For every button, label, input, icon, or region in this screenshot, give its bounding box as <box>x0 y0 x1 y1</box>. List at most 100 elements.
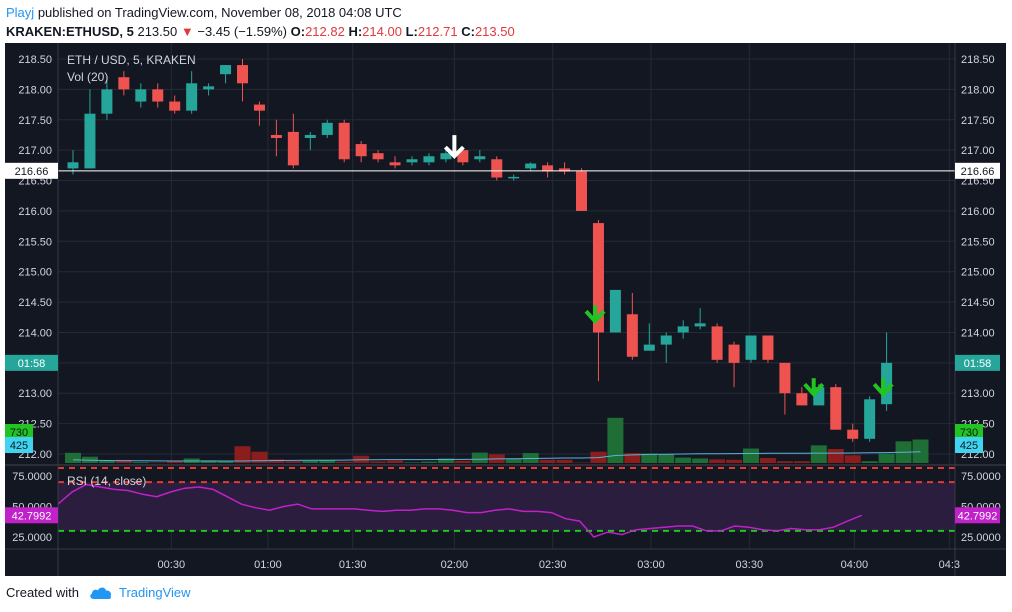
price-tick-left: 215.50 <box>18 236 52 248</box>
volume-bar <box>132 462 149 463</box>
candle-body <box>440 153 452 160</box>
rsi-tick-left: 75.0000 <box>12 471 52 483</box>
time-tick: 02:30 <box>539 559 567 571</box>
price-tick-left: 214.00 <box>18 327 52 339</box>
vol-ma-label-left: 425 <box>10 440 28 452</box>
candle-body <box>253 104 265 111</box>
rsi-value-label-left-bg <box>5 507 58 524</box>
volume-bar <box>302 460 319 463</box>
signal-markers <box>443 135 894 398</box>
symbol-label: KRAKEN:ETHUSD, 5 <box>6 24 134 39</box>
candle-body <box>474 156 486 160</box>
countdown-label-right-bg <box>955 354 1000 371</box>
close-value: 213.50 <box>474 24 515 39</box>
publish-line: Playj published on TradingView.com, Nove… <box>6 3 1006 22</box>
change-value: −3.45 (−1.59%) <box>197 24 287 39</box>
volume-bar <box>844 455 861 463</box>
candle-body <box>118 77 130 90</box>
candle-body <box>813 387 825 406</box>
candle-body <box>745 335 757 360</box>
price-tick-left: 215.00 <box>18 267 52 279</box>
volume-bar <box>370 461 387 463</box>
candle-body <box>592 223 604 333</box>
volume-bar <box>454 460 471 463</box>
low-label: L: <box>405 24 418 39</box>
candle-body <box>67 162 79 169</box>
volume-bar <box>793 461 810 463</box>
countdown-label-left: 01:58 <box>18 358 46 370</box>
volume-bar <box>709 459 726 463</box>
candle-body <box>169 101 181 111</box>
rsi-tick-left: 25.0000 <box>12 532 52 544</box>
volume-bar <box>404 462 420 463</box>
rsi-title: RSI (14, close) <box>67 474 146 488</box>
rsi-tick-right: 25.0000 <box>961 532 1001 544</box>
candle-body <box>457 150 469 163</box>
vol-ma-label-left-bg <box>5 437 33 453</box>
candle-body <box>152 89 164 102</box>
volume-bar <box>115 459 132 463</box>
close-label: C: <box>461 24 475 39</box>
time-tick: 01:30 <box>339 559 367 571</box>
candle-body <box>423 156 435 163</box>
volume-bar <box>861 461 878 463</box>
volume-bar <box>336 461 353 463</box>
price-tick-left: 218.00 <box>18 84 52 96</box>
candle-body <box>779 362 791 394</box>
candle-body <box>84 113 96 169</box>
open-value: 212.82 <box>305 24 345 39</box>
volume-bar <box>641 453 658 463</box>
rsi-value-label-right: 42.7992 <box>958 510 998 522</box>
chart-header: Playj published on TradingView.com, Nove… <box>6 3 1006 41</box>
candle-body <box>203 86 215 90</box>
price-tick-left: 213.00 <box>18 388 52 400</box>
price-tick-left: 218.50 <box>18 54 52 66</box>
time-tick: 03:00 <box>637 559 665 571</box>
price-tick-left: 217.00 <box>18 145 52 157</box>
price-tick-right: 213.00 <box>961 388 995 400</box>
candle-body <box>762 335 774 360</box>
price-tick-right: 215.50 <box>961 236 995 248</box>
candle-body <box>711 326 723 360</box>
candle-body <box>847 429 859 439</box>
candle-body <box>796 393 808 406</box>
candle-body <box>135 89 147 102</box>
candle-body <box>270 134 282 138</box>
price-line-label-left: 216.66 <box>15 166 49 178</box>
volume-bar <box>827 448 844 463</box>
candle-body <box>304 134 316 138</box>
volume-bar <box>98 460 115 463</box>
price-tick-right: 217.50 <box>961 115 995 127</box>
candle-body <box>406 159 418 163</box>
high-label: H: <box>348 24 363 39</box>
countdown-label-left-bg <box>5 354 58 371</box>
candle-body <box>186 83 198 111</box>
volume-bar <box>743 448 759 463</box>
time-tick: 02:00 <box>441 559 469 571</box>
tradingview-brand-link[interactable]: TradingView <box>118 585 191 600</box>
candle-body <box>830 387 842 430</box>
volume-bar <box>437 458 454 463</box>
volume-bar <box>471 452 488 463</box>
created-with-text: Created with <box>6 585 79 600</box>
vol-ma-label-right: 425 <box>960 440 978 452</box>
candle-body <box>321 122 333 135</box>
buy-arrow-icon <box>584 309 606 325</box>
price-line-label-right-bg <box>955 162 1000 179</box>
volume-bar <box>166 460 183 463</box>
candle-body <box>864 399 876 439</box>
volume-bar <box>556 459 573 463</box>
volume-bar <box>810 445 827 463</box>
low-value: 212.71 <box>417 24 458 39</box>
author-link[interactable]: Playj <box>6 5 35 20</box>
volume-bar <box>217 461 234 463</box>
candle-body <box>508 176 520 179</box>
volume-bar <box>268 459 285 463</box>
footer: Created with TradingView <box>6 585 191 600</box>
price-tick-left: 216.00 <box>18 206 52 218</box>
rsi-pane[interactable] <box>5 464 1006 538</box>
countdown-label-right: 01:58 <box>964 358 992 370</box>
price-tick-right: 218.00 <box>961 84 995 96</box>
candle-body <box>287 131 299 166</box>
